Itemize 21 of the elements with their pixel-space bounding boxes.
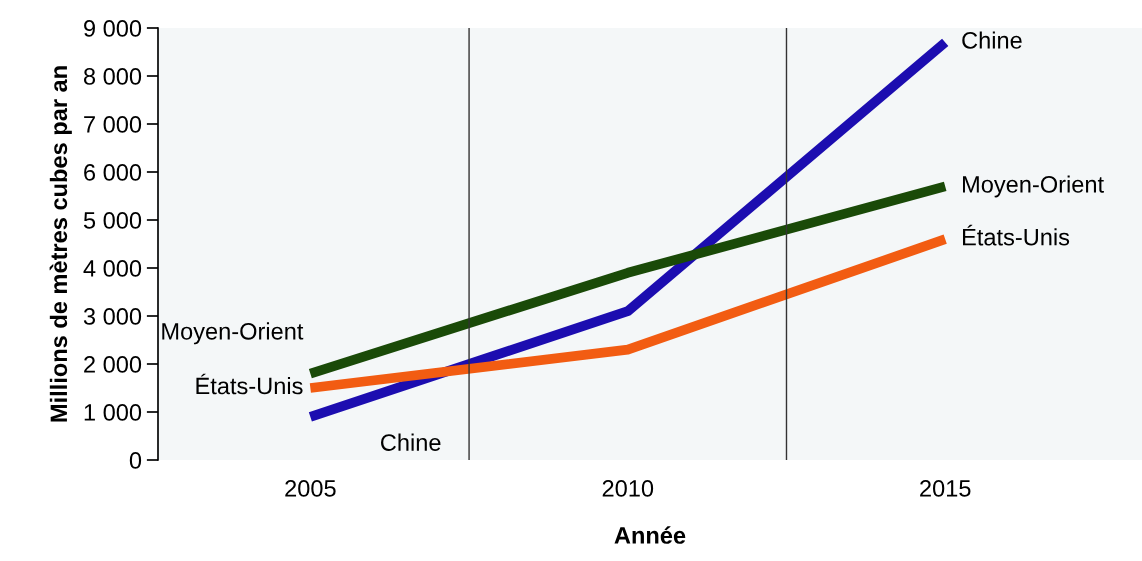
y-tick-label: 6 000 <box>84 164 142 181</box>
x-tick-label: 2010 <box>602 480 654 497</box>
y-tick-label: 7 000 <box>84 116 142 133</box>
x-axis-title: Année <box>614 526 686 544</box>
y-tick-label: 0 <box>129 452 142 469</box>
text: États-Unis <box>963 224 1070 246</box>
y-axis-title: Millions de mètres cubes par an <box>49 66 72 422</box>
y-tick-label: 2 000 <box>84 356 142 373</box>
y-tick-label: 8 000 <box>83 68 142 85</box>
x-tick-label: 2015 <box>920 480 971 497</box>
text: Moyen-Orient <box>162 322 304 345</box>
y-tick-label: 9 000 <box>84 20 142 37</box>
text: Chine <box>381 433 441 451</box>
y-tick-label: 3 000 <box>83 308 142 325</box>
x-tick-label: 2005 <box>285 480 336 497</box>
y-tick-label: 5 000 <box>83 212 142 229</box>
series-label: Moyen-Orient <box>963 175 1104 198</box>
y-tick-label: 1 000 <box>84 404 142 421</box>
series-label: Chine <box>962 31 1022 49</box>
series-label: États-Unis <box>196 373 303 395</box>
y-tick-label: 4 000 <box>83 260 142 277</box>
